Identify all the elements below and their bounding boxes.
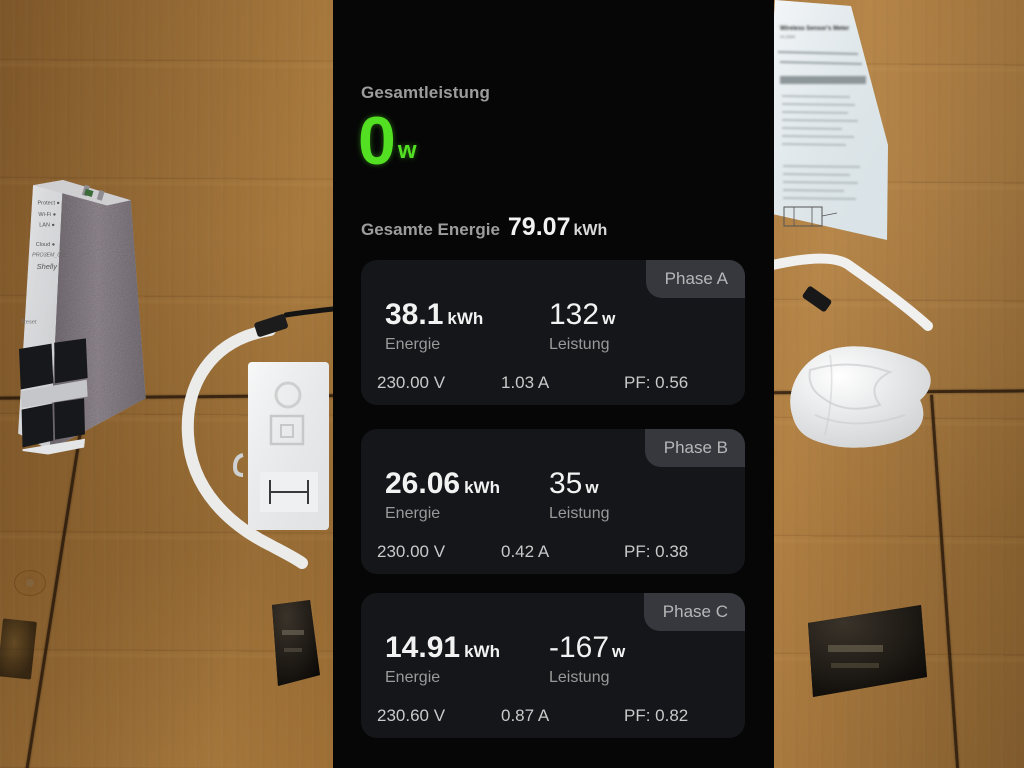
svg-text:PRO3EM_09E: PRO3EM_09E — [32, 253, 67, 259]
svg-text:Wireless Sensor's Meter: Wireless Sensor's Meter — [780, 26, 850, 32]
svg-text:LAN ●: LAN ● — [39, 223, 55, 229]
svg-text:Cloud ●: Cloud ● — [36, 242, 55, 248]
svg-text:Reset: Reset — [22, 319, 37, 325]
svg-text:Wi-Fi ●: Wi-Fi ● — [38, 212, 56, 218]
svg-text:Shelly: Shelly — [37, 262, 59, 271]
svg-text:Protect ●: Protect ● — [37, 201, 59, 207]
svg-text:V1.2024: V1.2024 — [780, 34, 796, 39]
